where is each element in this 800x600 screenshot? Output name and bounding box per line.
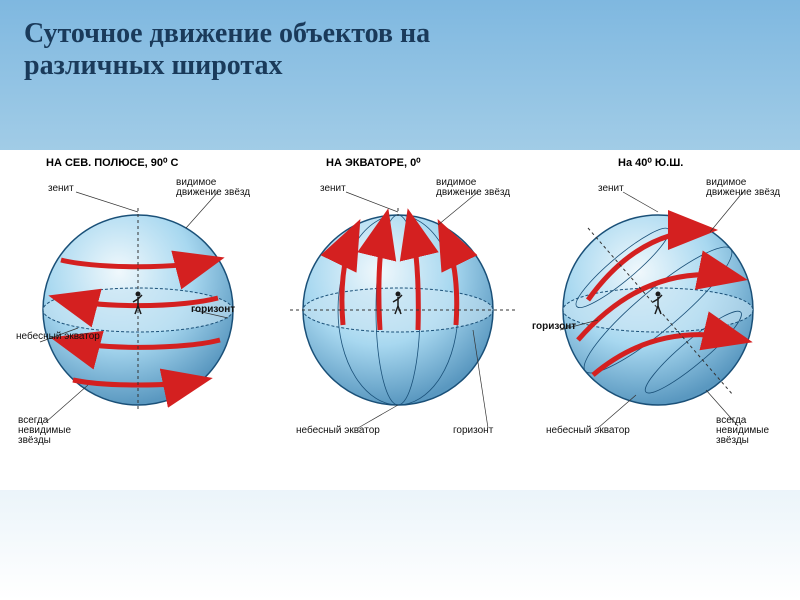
lbl-zenith-3: зенит [598, 184, 624, 195]
sphere-3-header: На 40⁰ Ю.Ш. [618, 156, 683, 169]
lbl-inv-1c: звёзды [18, 436, 51, 447]
lbl-horizon-2: горизонт [453, 426, 493, 437]
lbl-horizon-3: горизонт [532, 322, 576, 333]
lbl-equator-3: небесный экватор [546, 426, 630, 437]
lbl-horizon-1: горизонт [191, 305, 235, 316]
sphere-2-svg [278, 170, 528, 440]
diagram-area: НА СЕВ. ПОЛЮСЕ, 90⁰ С [0, 150, 800, 490]
lbl-inv-3c: звёзды [716, 436, 749, 447]
sphere-north-pole: НА СЕВ. ПОЛЮСЕ, 90⁰ С [18, 170, 268, 440]
lbl-motion-1b: движение звёзд [176, 188, 250, 199]
sphere-2-header: НА ЭКВАТОРЕ, 0⁰ [326, 156, 421, 169]
sphere-40s: На 40⁰ Ю.Ш. [538, 170, 788, 440]
lbl-equator-2: небесный экватор [296, 426, 380, 437]
lbl-zenith-2: зенит [320, 184, 346, 195]
sphere-3-svg [538, 170, 788, 440]
page-title: Суточное движение объектов на различных … [0, 0, 800, 82]
lbl-equator-1: небесный экватор [16, 332, 100, 343]
title-line-2: различных широтах [24, 50, 283, 81]
lbl-motion-3b: движение звёзд [706, 188, 780, 199]
sphere-equator: НА ЭКВАТОРЕ, 0⁰ [278, 170, 528, 440]
sphere-1-header: НА СЕВ. ПОЛЮСЕ, 90⁰ С [46, 156, 178, 169]
lbl-zenith-1: зенит [48, 184, 74, 195]
lbl-motion-2b: движение звёзд [436, 188, 510, 199]
title-line-1: Суточное движение объектов на [24, 18, 430, 49]
